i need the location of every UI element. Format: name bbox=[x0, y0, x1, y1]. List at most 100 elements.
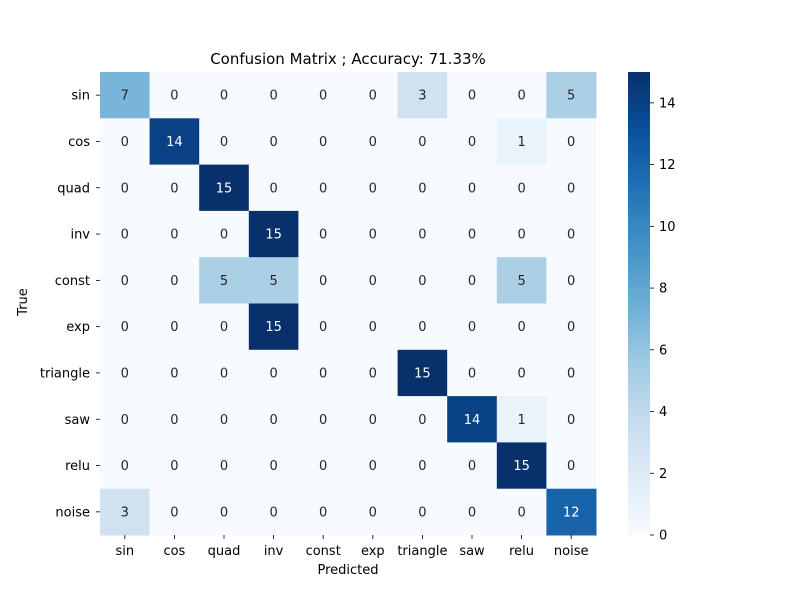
heatmap-cell bbox=[348, 488, 399, 536]
heatmap-cell bbox=[348, 349, 399, 397]
cell-value-label: 0 bbox=[121, 135, 129, 150]
heatmap-cell bbox=[298, 442, 349, 490]
heatmap-cell bbox=[447, 118, 498, 166]
heatmap-cell bbox=[496, 210, 547, 258]
heatmap-cell bbox=[199, 72, 250, 119]
heatmap-cell bbox=[248, 396, 299, 443]
cell-value-label: 0 bbox=[567, 274, 575, 289]
cell-value-label: 0 bbox=[468, 228, 476, 243]
heatmap-cell bbox=[298, 488, 349, 536]
cell-value-label: 0 bbox=[220, 366, 228, 381]
colorbar-tick-label: 12 bbox=[659, 158, 676, 173]
cell-value-label: 0 bbox=[269, 181, 277, 196]
heatmap-cell bbox=[248, 488, 299, 536]
heatmap-cells bbox=[100, 72, 597, 536]
cell-value-label: 0 bbox=[468, 135, 476, 150]
heatmap-cell bbox=[447, 164, 498, 212]
heatmap-cell bbox=[496, 164, 547, 212]
cell-value-label: 0 bbox=[269, 413, 277, 428]
heatmap-cell bbox=[199, 488, 250, 536]
heatmap-cell bbox=[100, 303, 151, 351]
cell-value-label: 0 bbox=[567, 459, 575, 474]
colorbar-tick-label: 8 bbox=[659, 282, 667, 297]
cell-value-label: 0 bbox=[121, 413, 129, 428]
heatmap-cell bbox=[546, 349, 597, 397]
cell-value-label: 0 bbox=[170, 181, 178, 196]
heatmap-cell bbox=[397, 164, 448, 212]
cell-value-label: 0 bbox=[319, 89, 327, 104]
heatmap-cell bbox=[496, 488, 547, 536]
heatmap-cell bbox=[199, 164, 250, 212]
heatmap-cell bbox=[348, 118, 399, 166]
cell-value-label: 0 bbox=[170, 228, 178, 243]
colorbar-tick-label: 2 bbox=[659, 467, 667, 482]
y-tick-label: sin bbox=[71, 89, 90, 104]
cell-value-label: 3 bbox=[418, 89, 426, 104]
x-tick-label: inv bbox=[264, 544, 284, 559]
cell-value-label: 0 bbox=[468, 366, 476, 381]
cell-value-label: 0 bbox=[418, 320, 426, 335]
cell-value-label: 3 bbox=[121, 505, 129, 520]
cell-value-label: 0 bbox=[319, 228, 327, 243]
cell-value-label: 0 bbox=[517, 89, 525, 104]
cell-value-label: 0 bbox=[418, 135, 426, 150]
cell-value-label: 5 bbox=[567, 89, 575, 104]
heatmap-cell bbox=[248, 303, 299, 351]
x-tick-label: quad bbox=[208, 544, 241, 559]
heatmap-cell bbox=[298, 396, 349, 443]
heatmap-cell bbox=[199, 349, 250, 397]
heatmap-cell bbox=[149, 210, 200, 258]
heatmap-cell bbox=[149, 488, 200, 536]
heatmap-cell bbox=[397, 210, 448, 258]
heatmap-cell bbox=[199, 303, 250, 351]
heatmap-cell bbox=[397, 349, 448, 397]
y-tick-label: cos bbox=[68, 135, 90, 150]
cell-value-label: 15 bbox=[513, 459, 530, 474]
heatmap-cell bbox=[248, 118, 299, 166]
heatmap-cell bbox=[100, 72, 151, 119]
heatmap-cell bbox=[496, 118, 547, 166]
cell-value-label: 0 bbox=[369, 274, 377, 289]
cell-value-label: 0 bbox=[220, 89, 228, 104]
cell-value-label: 1 bbox=[517, 413, 525, 428]
cell-value-label: 0 bbox=[567, 366, 575, 381]
x-tick-label: triangle bbox=[397, 544, 447, 559]
x-tick-label: cos bbox=[163, 544, 185, 559]
cell-value-label: 0 bbox=[170, 89, 178, 104]
cell-value-label: 0 bbox=[418, 505, 426, 520]
cell-value-label: 0 bbox=[269, 366, 277, 381]
heatmap-cell bbox=[546, 118, 597, 166]
cell-value-label: 0 bbox=[220, 320, 228, 335]
cell-value-label: 7 bbox=[121, 89, 129, 104]
heatmap-cell bbox=[447, 349, 498, 397]
heatmap-cell bbox=[348, 257, 399, 304]
heatmap-cell bbox=[149, 257, 200, 304]
cell-value-label: 0 bbox=[269, 505, 277, 520]
heatmap-cell bbox=[248, 349, 299, 397]
cell-value-label: 0 bbox=[517, 228, 525, 243]
heatmap-cell bbox=[248, 257, 299, 304]
heatmap-cell bbox=[149, 442, 200, 490]
heatmap-cell bbox=[546, 303, 597, 351]
heatmap-cell bbox=[100, 118, 151, 166]
cell-value-label: 0 bbox=[468, 89, 476, 104]
heatmap-cell bbox=[397, 257, 448, 304]
heatmap-cell bbox=[348, 396, 399, 443]
cell-value-label: 0 bbox=[121, 181, 129, 196]
cell-value-label: 0 bbox=[220, 135, 228, 150]
cell-value-label: 0 bbox=[319, 366, 327, 381]
cell-value-label: 0 bbox=[418, 274, 426, 289]
cell-value-label: 0 bbox=[369, 366, 377, 381]
cell-value-label: 0 bbox=[170, 320, 178, 335]
heatmap-cell bbox=[298, 210, 349, 258]
cell-value-label: 0 bbox=[418, 459, 426, 474]
cell-value-label: 15 bbox=[265, 320, 282, 335]
cell-value-label: 0 bbox=[468, 274, 476, 289]
heatmap-cell bbox=[348, 442, 399, 490]
heatmap-cell bbox=[496, 349, 547, 397]
heatmap-cell bbox=[546, 488, 597, 536]
heatmap-cell bbox=[397, 118, 448, 166]
cell-value-label: 0 bbox=[567, 413, 575, 428]
cell-value-label: 0 bbox=[468, 320, 476, 335]
